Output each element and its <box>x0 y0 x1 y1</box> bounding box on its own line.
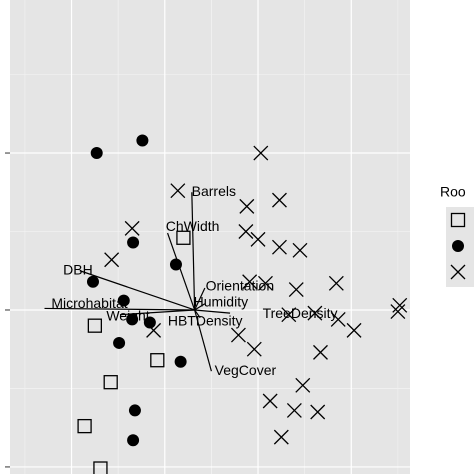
point-cross <box>307 305 323 321</box>
point-square <box>87 318 102 333</box>
vector <box>194 309 212 372</box>
vector-label: VegCover <box>215 362 277 378</box>
point-cross <box>286 402 302 418</box>
vector-label: Weight <box>106 307 149 323</box>
point-cross <box>292 242 308 258</box>
vector-label: DBH <box>63 261 93 277</box>
point-cross <box>242 274 258 290</box>
point-cross <box>281 307 297 323</box>
vector-label: TreeDensity <box>263 305 338 321</box>
vector <box>191 192 196 310</box>
vector <box>79 270 195 311</box>
vector-label: ChWidth <box>166 218 220 234</box>
point-cross <box>258 275 273 291</box>
vector-label: Orientation <box>206 278 274 294</box>
point-cross <box>330 311 346 327</box>
point-cross <box>170 183 186 199</box>
point-cross <box>104 252 120 268</box>
point-cross <box>146 322 162 338</box>
legend-key <box>450 212 466 228</box>
point-cross <box>313 344 328 360</box>
point-circle <box>169 258 182 271</box>
point-cross <box>346 322 362 338</box>
point-circle <box>136 134 149 147</box>
point-cross <box>328 275 344 291</box>
point-circle <box>127 434 140 447</box>
legend-key <box>452 240 464 252</box>
point-circle <box>117 294 130 307</box>
vector <box>119 309 195 316</box>
point-circle <box>126 313 139 326</box>
point-cross <box>124 220 140 236</box>
point-circle <box>127 236 140 249</box>
point-circle <box>86 275 99 288</box>
point-cross <box>239 198 255 214</box>
vector-label: Microhabitat <box>51 295 127 311</box>
point-cross <box>273 429 289 445</box>
vector <box>167 232 196 311</box>
vector <box>194 303 206 311</box>
point-square <box>93 461 108 474</box>
legend-key <box>450 264 466 280</box>
point-square <box>176 230 191 245</box>
point-cross <box>262 393 278 409</box>
point-square <box>77 418 92 434</box>
panel <box>10 0 410 474</box>
point-cross <box>288 282 304 298</box>
point-cross <box>250 231 266 247</box>
point-cross <box>230 327 246 343</box>
point-circle <box>90 147 103 160</box>
point-cross <box>295 377 311 393</box>
point-cross <box>272 239 287 255</box>
vector-label: Humidity <box>194 293 248 309</box>
point-square <box>103 375 118 390</box>
point-circle <box>174 355 187 368</box>
vector <box>194 287 206 311</box>
vector-label: Barrels <box>192 183 236 199</box>
point-cross <box>272 192 287 208</box>
point-cross <box>310 404 326 420</box>
point-cross <box>238 224 254 239</box>
point-circle <box>143 316 156 329</box>
point-cross <box>392 297 408 313</box>
vector <box>194 309 231 314</box>
point-cross <box>246 341 262 357</box>
vector <box>44 307 195 311</box>
point-square <box>150 353 165 368</box>
point-cross <box>390 304 406 320</box>
point-circle <box>113 336 126 349</box>
point-circle <box>128 404 141 417</box>
vector-label: HBTDensity <box>168 313 243 329</box>
legend-title: Roo <box>440 184 466 200</box>
point-cross <box>253 145 269 161</box>
